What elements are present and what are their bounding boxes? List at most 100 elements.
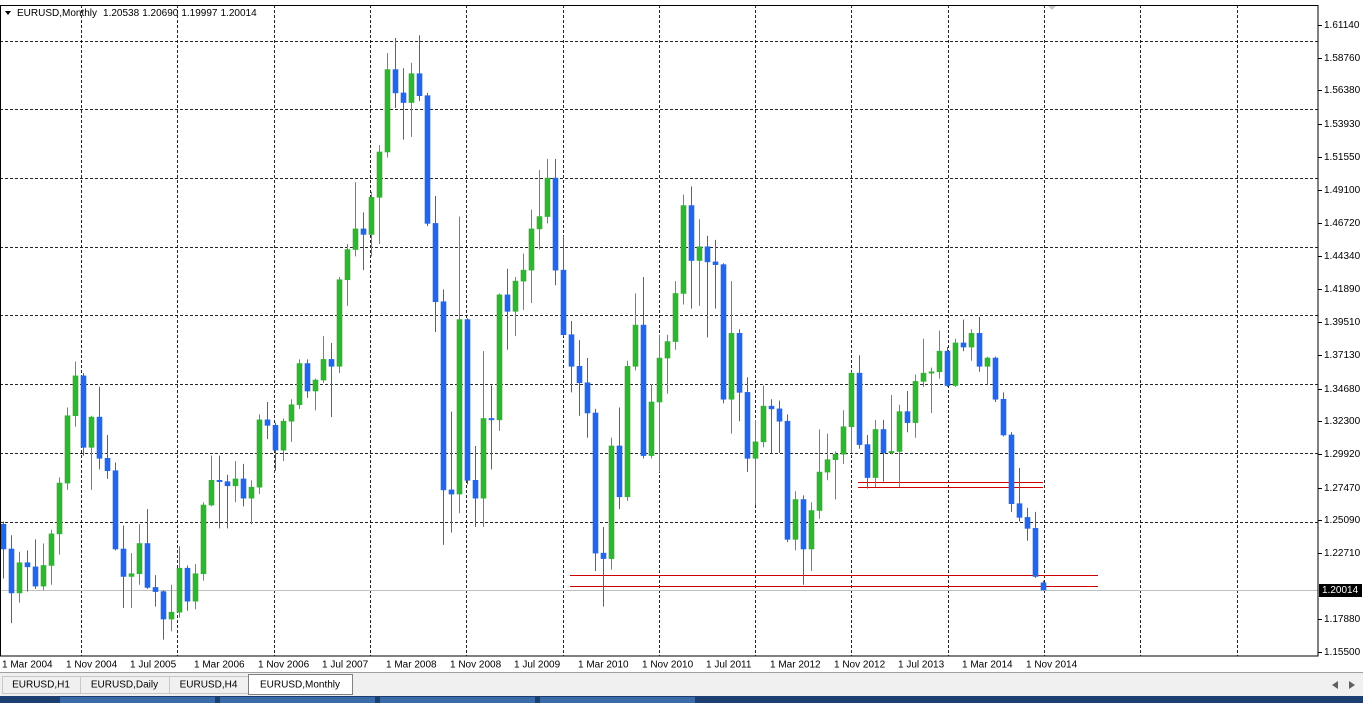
- tab-label[interactable]: EURUSD,H1: [12, 680, 70, 691]
- candle-body: [480, 418, 487, 499]
- candle-body: [736, 333, 743, 393]
- candle-body: [352, 228, 359, 250]
- candle-body: [816, 471, 823, 511]
- candle-body: [112, 470, 119, 550]
- candle-body: [896, 411, 903, 452]
- taskbar-button: [220, 697, 375, 703]
- tab-label[interactable]: EURUSD,Monthly: [260, 680, 340, 691]
- scroll-right[interactable]: [1349, 681, 1355, 689]
- symbol-title: EURUSD,Monthly: [17, 8, 97, 19]
- shift-marker: [1048, 6, 1056, 10]
- candle-body: [16, 562, 23, 594]
- candle-body: [984, 357, 991, 367]
- x-tick-label: 1 Nov 2012: [834, 660, 886, 671]
- candle-body: [960, 342, 967, 348]
- candle-body: [616, 445, 623, 498]
- candle-body: [240, 478, 247, 499]
- candle-body: [592, 412, 599, 554]
- y-tick-label: 1.56380: [1324, 85, 1361, 96]
- candle-body: [472, 480, 479, 499]
- candle-body: [384, 69, 391, 153]
- x-tick-label: 1 Mar 2004: [2, 660, 53, 671]
- active-tab[interactable]: [248, 674, 353, 695]
- x-tick-label: 1 Jul 2011: [706, 660, 752, 671]
- candle-body: [312, 379, 319, 392]
- current-price-box: [1319, 584, 1362, 597]
- candle-body: [848, 372, 855, 428]
- y-tick-label: 1.51550: [1324, 152, 1361, 163]
- candle-body: [128, 573, 135, 577]
- candle-body: [336, 279, 343, 367]
- x-tick-label: 1 Jul 2013: [898, 660, 945, 671]
- candle-body: [72, 375, 79, 417]
- candle-body: [368, 197, 375, 235]
- scroll-left[interactable]: [1332, 681, 1338, 689]
- candle-body: [888, 451, 895, 454]
- candle-body: [640, 324, 647, 456]
- candle-body: [296, 363, 303, 406]
- candle-body: [424, 95, 431, 224]
- candle-body: [688, 205, 695, 261]
- ohlc-value: 1.20690: [142, 8, 179, 19]
- candle-body: [776, 408, 783, 422]
- candle-body: [680, 205, 687, 294]
- candle-body: [944, 350, 951, 386]
- candle-body: [664, 341, 671, 359]
- candle-body: [136, 543, 143, 575]
- candle-body: [712, 261, 719, 265]
- candle-body: [272, 425, 279, 451]
- candle-body: [168, 611, 175, 620]
- candle-body: [856, 372, 863, 445]
- candle-body: [552, 177, 559, 271]
- candle-body: [1040, 582, 1047, 591]
- candle-body: [632, 324, 639, 367]
- x-tick-label: 1 Mar 2008: [386, 660, 437, 671]
- y-tick-label: 1.44340: [1324, 251, 1361, 262]
- candle-body: [768, 405, 775, 410]
- candle-body: [544, 177, 551, 217]
- candle-body: [744, 392, 751, 459]
- taskbar-button: [540, 697, 695, 703]
- x-tick-label: 1 Jul 2007: [322, 660, 369, 671]
- candle-body: [408, 73, 415, 103]
- y-tick-label: 1.29920: [1324, 449, 1361, 460]
- menu-arrow[interactable]: [5, 11, 11, 15]
- candle-body: [520, 269, 527, 282]
- candle-body: [936, 350, 943, 373]
- candle-body: [248, 486, 255, 499]
- y-tick-label: 1.27470: [1324, 483, 1361, 494]
- tab-label[interactable]: EURUSD,Daily: [91, 680, 158, 691]
- candle-body: [576, 365, 583, 384]
- candle-body: [208, 480, 215, 506]
- y-tick-label: 1.32300: [1324, 416, 1361, 427]
- candle-body: [360, 228, 367, 235]
- ohlc-value: 1.19997: [181, 8, 218, 19]
- candle-body: [184, 567, 191, 602]
- candle-body: [872, 429, 879, 478]
- y-tick-label: 1.58760: [1324, 53, 1361, 64]
- candle-body: [920, 372, 927, 382]
- candle-body: [0, 523, 7, 550]
- candle-body: [24, 562, 31, 568]
- candle-body: [512, 280, 519, 312]
- candle-body: [624, 365, 631, 498]
- taskbar-button: [380, 697, 535, 703]
- candle-body: [456, 319, 463, 495]
- candle-body: [704, 246, 711, 263]
- candle-body: [784, 420, 791, 540]
- candle-body: [80, 375, 87, 448]
- tab-label[interactable]: EURUSD,H4: [180, 680, 238, 691]
- candle-body: [48, 533, 55, 566]
- candle-body: [488, 418, 495, 421]
- y-tick-label: 1.22710: [1324, 548, 1361, 559]
- candle-body: [40, 565, 47, 587]
- candle-body: [600, 552, 607, 559]
- candle-body: [824, 459, 831, 473]
- x-tick-label: 1 Mar 2014: [962, 660, 1013, 671]
- candle-body: [560, 269, 567, 335]
- candle-body: [976, 333, 983, 367]
- candle-body: [392, 69, 399, 94]
- candle-body: [584, 382, 591, 414]
